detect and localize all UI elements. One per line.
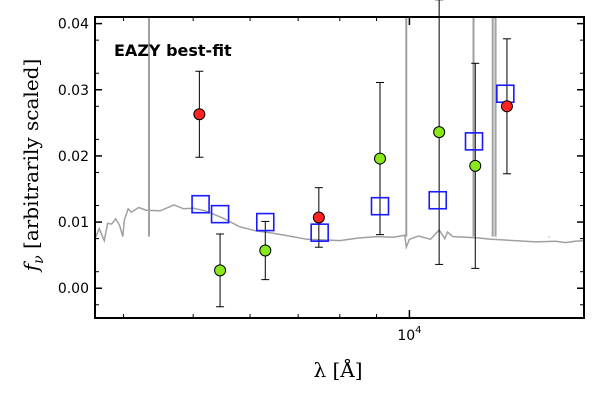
y-tick-label: 0.03 bbox=[58, 83, 89, 99]
red-data-point bbox=[312, 211, 325, 224]
green-data-point bbox=[469, 159, 482, 172]
template-spectrum-line bbox=[94, 204, 585, 251]
green-data-point bbox=[373, 152, 386, 165]
x-tick-label: 104 bbox=[397, 325, 421, 344]
template-group bbox=[94, 17, 585, 251]
y-tick-label: 0.00 bbox=[58, 281, 89, 297]
model-box bbox=[428, 190, 448, 210]
error-bars-group bbox=[195, 0, 511, 308]
plot-frame bbox=[94, 16, 585, 319]
y-tick-label: 0.01 bbox=[58, 215, 89, 231]
green-data-point bbox=[259, 244, 272, 257]
y-axis-label: fν [arbitrarily scaled] bbox=[19, 59, 47, 274]
y-tick-label: 0.04 bbox=[58, 17, 89, 33]
model-box bbox=[255, 212, 275, 232]
red-data-point bbox=[193, 108, 206, 121]
model-box bbox=[191, 194, 210, 214]
model-box bbox=[210, 204, 230, 224]
model-boxes-group bbox=[191, 84, 515, 242]
model-box bbox=[310, 223, 329, 242]
svg-text:fν [arbitrarily scaled]: fν [arbitrarily scaled] bbox=[19, 59, 47, 274]
red-data-point bbox=[500, 100, 513, 113]
model-box bbox=[464, 132, 484, 151]
model-box bbox=[370, 196, 390, 216]
annotation-label: EAZY best-fit bbox=[114, 41, 232, 60]
data-points-group bbox=[193, 100, 513, 277]
green-data-point bbox=[433, 126, 446, 139]
axes-group: 0.00 0.01 0.02 0.03 0.04 104 bbox=[58, 16, 585, 344]
model-box bbox=[496, 84, 515, 104]
green-data-point bbox=[214, 264, 227, 277]
y-tick-label: 0.02 bbox=[58, 149, 89, 165]
x-axis-label: λ [Å] bbox=[313, 357, 362, 382]
